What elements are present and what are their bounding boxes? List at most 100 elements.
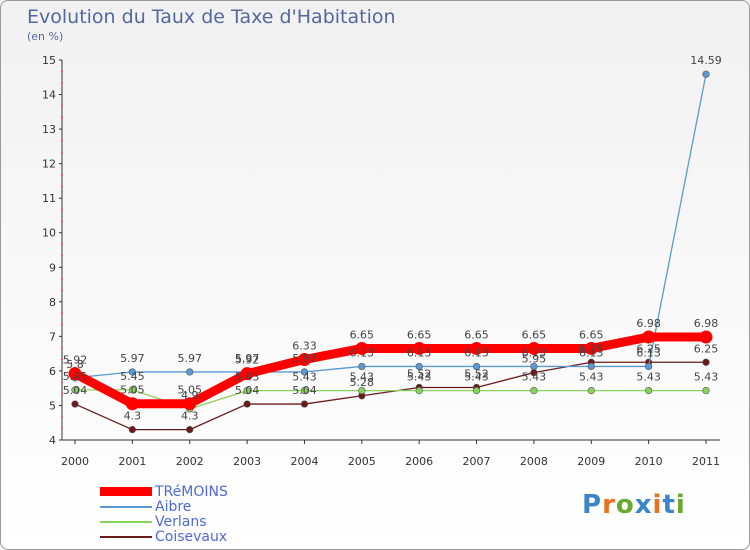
- data-label: 5.95: [522, 353, 547, 366]
- data-label: 5.92: [235, 354, 260, 367]
- data-label: 14.59: [690, 54, 722, 67]
- legend-label: TRéMOINS: [155, 483, 228, 500]
- legend-label: Verlans: [155, 513, 207, 530]
- y-minor-tick: [61, 358, 63, 361]
- data-label: 4.9: [181, 389, 199, 402]
- data-point: [243, 400, 251, 408]
- y-tick-label: 8: [49, 296, 56, 309]
- x-tick-label: 2008: [520, 455, 548, 468]
- data-label: 5.43: [235, 371, 260, 384]
- y-tick-label: 9: [49, 261, 56, 274]
- data-label: 5.8: [66, 358, 84, 371]
- data-label: 5.52: [407, 367, 432, 380]
- legend-swatch-tremoins: [100, 487, 152, 496]
- data-label: 6.13: [407, 346, 432, 359]
- y-tick-label: 13: [42, 123, 56, 136]
- y-minor-tick: [61, 105, 63, 107]
- logo-letter: t: [662, 490, 676, 520]
- data-label: 5.43: [522, 371, 547, 384]
- data-point: [125, 397, 139, 411]
- x-tick-label: 2007: [463, 455, 491, 468]
- data-point: [645, 387, 653, 395]
- data-point: [415, 387, 423, 395]
- x-tick-label: 2004: [290, 455, 318, 468]
- data-point: [128, 426, 136, 434]
- y-minor-tick: [61, 82, 63, 84]
- data-point: [300, 368, 309, 376]
- y-minor-tick: [61, 139, 63, 142]
- y-minor-tick: [61, 393, 63, 395]
- legend-item-coisevaux[interactable]: Coisevaux: [100, 529, 228, 545]
- data-label: 6.65: [579, 328, 604, 341]
- y-tick-label: 12: [42, 158, 56, 171]
- data-label: 5.05: [177, 384, 202, 397]
- proxiti-logo[interactable]: Proxiti: [582, 490, 686, 520]
- data-point: [71, 400, 79, 408]
- legend-item-verlans[interactable]: Verlans: [100, 513, 228, 530]
- data-point: [702, 358, 710, 366]
- data-label: 6.98: [694, 317, 719, 330]
- data-point: [358, 362, 366, 371]
- y-minor-tick: [61, 289, 63, 292]
- legend-label: Aibre: [155, 498, 192, 515]
- data-point: [128, 368, 136, 376]
- y-tick-label: 6: [49, 365, 56, 378]
- y-minor-tick: [61, 277, 63, 280]
- data-point: [702, 387, 710, 395]
- y-minor-tick: [61, 312, 63, 315]
- data-point: [472, 362, 481, 371]
- data-point: [297, 353, 311, 367]
- x-tick-label: 2006: [405, 455, 433, 468]
- x-tick-label: 2003: [233, 455, 261, 468]
- y-minor-tick: [61, 381, 63, 384]
- legend: TRéMOINS Aibre Verlans Coisevaux: [100, 483, 228, 545]
- data-label: 5.43: [636, 371, 661, 384]
- data-point: [415, 362, 423, 371]
- data-point: [470, 341, 484, 355]
- data-label: 6.65: [350, 328, 375, 341]
- data-point: [128, 386, 136, 394]
- x-tick-label: 2009: [577, 455, 605, 468]
- data-point: [186, 368, 194, 376]
- y-minor-tick: [61, 346, 63, 349]
- data-label: 6.13: [350, 346, 375, 359]
- data-point: [243, 387, 251, 395]
- y-tick-label: 14: [42, 89, 56, 102]
- logo-letter: P: [582, 490, 603, 520]
- data-label: 5.43: [694, 371, 719, 384]
- data-label: 4.3: [181, 410, 199, 423]
- data-label: 5.04: [292, 384, 317, 397]
- legend-swatch-verlans: [100, 520, 152, 523]
- data-label: 5.97: [177, 352, 202, 365]
- data-point: [300, 400, 309, 408]
- chart-title: Evolution du Taux de Taxe d'Habitation: [27, 6, 396, 28]
- y-minor-tick: [61, 70, 63, 73]
- y-minor-tick: [61, 323, 63, 326]
- data-point: [530, 362, 538, 371]
- y-tick-label: 7: [49, 330, 56, 343]
- data-label: 5.92: [63, 354, 88, 367]
- legend-item-aibre[interactable]: Aibre: [100, 498, 228, 515]
- legend-item-tremoins[interactable]: TRéMOINS: [100, 483, 228, 500]
- data-label: 6.13: [579, 346, 604, 359]
- x-tick-label: 2005: [348, 455, 376, 468]
- data-label: 5.45: [63, 370, 88, 383]
- data-label: 5.97: [120, 352, 145, 365]
- logo-letter: o: [615, 490, 635, 520]
- data-label: 5.43: [292, 371, 317, 384]
- y-minor-tick: [61, 243, 63, 246]
- data-point: [358, 387, 366, 395]
- data-point: [240, 367, 254, 381]
- data-label: 5.97: [235, 352, 260, 365]
- logo-letter: i: [675, 490, 686, 520]
- data-point: [584, 341, 598, 355]
- legend-swatch-aibre: [100, 505, 152, 508]
- data-point: [183, 397, 197, 411]
- data-label: 5.43: [579, 371, 604, 384]
- data-point: [186, 426, 194, 434]
- chart-subtitle: (en %): [27, 30, 64, 43]
- data-label: 6.13: [522, 346, 547, 359]
- data-point: [702, 70, 710, 78]
- data-label: 6.13: [636, 346, 661, 359]
